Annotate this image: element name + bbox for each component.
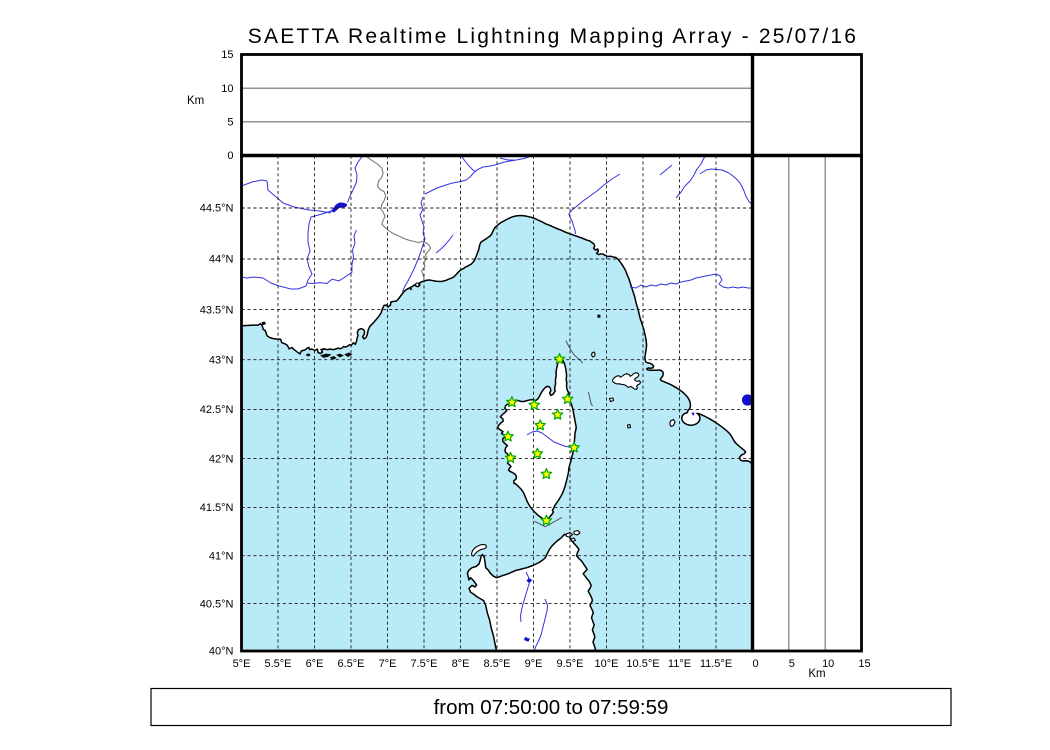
svg-text:43.5°N: 43.5°N	[200, 304, 234, 316]
svg-text:0: 0	[752, 658, 758, 670]
svg-text:from 07:50:00 to 07:59:59: from 07:50:00 to 07:59:59	[434, 696, 669, 719]
svg-text:10.5°E: 10.5°E	[626, 658, 659, 670]
svg-text:41°N: 41°N	[209, 550, 234, 562]
svg-text:7.5°E: 7.5°E	[410, 658, 437, 670]
svg-text:9.5°E: 9.5°E	[556, 658, 583, 670]
svg-text:5.5°E: 5.5°E	[264, 658, 291, 670]
svg-text:11.5°E: 11.5°E	[700, 658, 732, 670]
svg-text:44.5°N: 44.5°N	[200, 203, 234, 215]
svg-text:41.5°N: 41.5°N	[200, 502, 234, 514]
svg-text:0: 0	[227, 150, 233, 162]
svg-text:10: 10	[221, 83, 233, 95]
svg-text:Km: Km	[187, 95, 204, 107]
svg-text:11°E: 11°E	[668, 658, 691, 670]
svg-text:6.5°E: 6.5°E	[337, 658, 364, 670]
svg-text:10°E: 10°E	[595, 658, 619, 670]
svg-text:SAETTA Realtime Lightning Mapp: SAETTA Realtime Lightning Mapping Array …	[248, 25, 858, 48]
svg-text:8.5°E: 8.5°E	[483, 658, 510, 670]
svg-text:15: 15	[221, 49, 233, 61]
svg-text:44°N: 44°N	[209, 254, 234, 266]
svg-text:40°N: 40°N	[209, 646, 234, 658]
svg-text:8°E: 8°E	[452, 658, 470, 670]
svg-text:43°N: 43°N	[209, 354, 234, 366]
svg-text:15: 15	[858, 658, 870, 670]
svg-text:5: 5	[789, 658, 795, 670]
svg-text:7°E: 7°E	[379, 658, 397, 670]
svg-text:9°E: 9°E	[525, 658, 543, 670]
svg-text:5°E: 5°E	[233, 658, 251, 670]
svg-text:10: 10	[822, 658, 834, 670]
svg-text:40.5°N: 40.5°N	[200, 598, 234, 610]
svg-text:5: 5	[227, 117, 233, 129]
svg-text:42°N: 42°N	[209, 453, 234, 465]
svg-text:Km: Km	[808, 668, 825, 680]
svg-text:42.5°N: 42.5°N	[200, 404, 234, 416]
svg-text:6°E: 6°E	[306, 658, 324, 670]
